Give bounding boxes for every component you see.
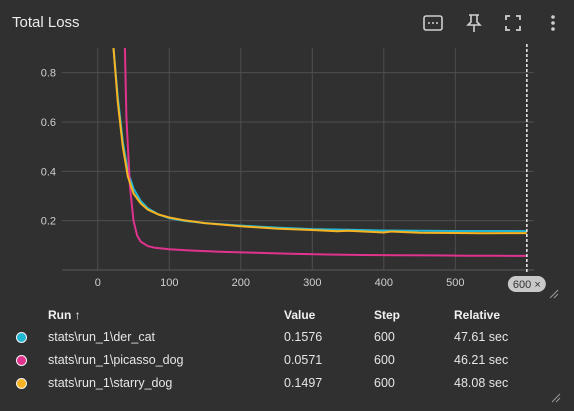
run-value: 0.1497 bbox=[284, 376, 323, 390]
loss-chart[interactable]: 0 100 200 300 400 500 0.2 0.4 0.6 0.8 600 × bbox=[0, 40, 574, 295]
x-tick-label: 500 bbox=[446, 277, 464, 289]
fullscreen-icon[interactable] bbox=[500, 10, 526, 36]
col-run-header[interactable]: Run ↑ bbox=[48, 308, 81, 322]
col-step-header[interactable]: Step bbox=[374, 308, 401, 322]
col-value-header[interactable]: Value bbox=[284, 308, 316, 322]
step-cursor-label: 600 × bbox=[513, 279, 541, 291]
pin-icon[interactable] bbox=[461, 10, 487, 36]
more-vert-icon[interactable] bbox=[540, 10, 566, 36]
y-tick-label: 0.2 bbox=[41, 216, 56, 228]
series-color-dot bbox=[16, 355, 27, 366]
run-step: 600 bbox=[374, 330, 395, 344]
run-relative: 48.08 sec bbox=[454, 376, 509, 390]
run-value: 0.0571 bbox=[284, 353, 323, 367]
run-name: stats\run_1\picasso_dog bbox=[48, 353, 184, 367]
card-title: Total Loss bbox=[12, 14, 80, 31]
series-color-dot bbox=[16, 378, 27, 389]
x-tick-label: 0 bbox=[95, 277, 101, 289]
x-tick-label: 400 bbox=[375, 277, 393, 289]
y-tick-label: 0.6 bbox=[41, 117, 56, 129]
y-tick-label: 0.4 bbox=[41, 166, 56, 178]
run-value: 0.1576 bbox=[284, 330, 323, 344]
chart-resize-handle[interactable] bbox=[549, 289, 559, 299]
run-name: stats\run_1\starry_dog bbox=[48, 376, 173, 390]
col-relative-header[interactable]: Relative bbox=[454, 308, 501, 322]
y-tick-label: 0.8 bbox=[41, 68, 56, 80]
series-color-dot bbox=[16, 332, 27, 343]
series-line bbox=[112, 48, 527, 233]
fit-domain-icon[interactable] bbox=[420, 10, 446, 36]
x-tick-label: 300 bbox=[303, 277, 321, 289]
run-step: 600 bbox=[374, 353, 395, 367]
table-resize-handle[interactable] bbox=[551, 393, 561, 403]
x-tick-label: 100 bbox=[160, 277, 178, 289]
series-line bbox=[123, 48, 527, 257]
run-name: stats\run_1\der_cat bbox=[48, 330, 156, 344]
run-step: 600 bbox=[374, 376, 395, 390]
series-line bbox=[112, 48, 527, 235]
run-relative: 47.61 sec bbox=[454, 330, 509, 344]
run-relative: 46.21 sec bbox=[454, 353, 509, 367]
x-tick-label: 200 bbox=[232, 277, 250, 289]
step-cursor-badge bbox=[507, 276, 546, 292]
